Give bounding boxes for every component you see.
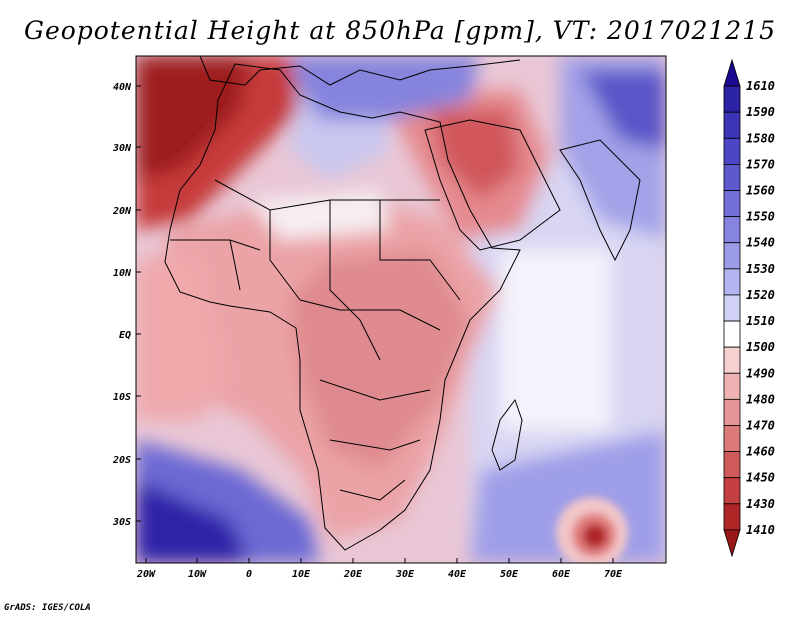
- lon-axis: 20W 10W 0 10E 20E 30E 40E 50E 60E 70E: [136, 558, 623, 580]
- colorbar-label: 1510: [746, 314, 775, 328]
- colorbar-label: 1610: [746, 79, 775, 93]
- lat-label: 30S: [112, 517, 131, 528]
- colorbar-label: 1590: [746, 105, 775, 119]
- lon-label: 30E: [395, 569, 415, 580]
- colorbar-swatch: [723, 451, 741, 479]
- colorbar-swatch: [723, 529, 741, 558]
- colorbar: 1610 1590 1580 1570 1560 1550 1540 1530 1520 1510…: [723, 58, 775, 558]
- lon-label: 20W: [136, 569, 156, 580]
- colorbar-swatch: [723, 320, 741, 348]
- lat-label: 30N: [112, 143, 132, 154]
- colorbar-label: 1570: [746, 157, 775, 171]
- lat-label: 10S: [113, 392, 131, 403]
- colorbar-swatch: [723, 137, 741, 165]
- lon-label: 70E: [604, 569, 623, 580]
- lat-label: 10N: [113, 268, 132, 279]
- colorbar-swatch: [723, 294, 741, 322]
- footer-credit: GrADS: IGES/COLA: [4, 603, 91, 613]
- lat-axis: 40N 30N 20N 10N EQ 10S 20S 30S: [112, 82, 141, 528]
- lon-label: 50E: [500, 569, 519, 580]
- lat-label: 20N: [112, 206, 132, 217]
- colorbar-swatch: [723, 85, 741, 113]
- lon-label: 0: [246, 569, 252, 580]
- colorbar-swatch: [723, 372, 741, 400]
- lon-label: 20E: [343, 569, 363, 580]
- colorbar-swatch: [723, 190, 741, 218]
- colorbar-label: 1480: [746, 392, 775, 406]
- map-title: Geopotential Height at 850hPa [gpm], VT:…: [23, 16, 777, 45]
- colorbar-swatch: [723, 425, 741, 452]
- lat-label: EQ: [119, 330, 131, 341]
- colorbar-swatch: [723, 242, 741, 270]
- colorbar-label: 1410: [746, 523, 775, 537]
- colorbar-label: 1500: [746, 340, 775, 354]
- colorbar-swatch: [723, 268, 741, 296]
- colorbar-label: 1450: [746, 471, 775, 485]
- colorbar-label: 1430: [746, 497, 775, 511]
- colorbar-label: 1540: [746, 236, 775, 250]
- colorbar-swatch: [723, 346, 741, 374]
- colorbar-label: 1550: [746, 210, 775, 224]
- lat-label: 20S: [112, 455, 131, 466]
- colorbar-swatch: [723, 111, 741, 139]
- height-field: [136, 56, 666, 563]
- colorbar-label: 1580: [746, 131, 775, 145]
- colorbar-swatch: [723, 398, 741, 426]
- lat-label: 40N: [113, 82, 132, 93]
- lon-label: 10W: [188, 569, 207, 580]
- coastlines: [164, 56, 641, 551]
- colorbar-swatch: [723, 58, 741, 87]
- colorbar-label: 1560: [746, 184, 775, 198]
- colorbar-swatch: [723, 477, 741, 505]
- map-frame: [135, 55, 667, 564]
- lon-label: 60E: [552, 569, 571, 580]
- colorbar-label: 1490: [746, 366, 775, 380]
- lon-label: 10E: [292, 569, 311, 580]
- colorbar-swatch: [723, 216, 741, 244]
- colorbar-swatch: [723, 503, 741, 531]
- colorbar-label: 1470: [746, 418, 775, 432]
- colorbar-swatch: [723, 164, 741, 191]
- colorbar-label: 1460: [746, 445, 775, 459]
- colorbar-label: 1530: [746, 262, 775, 276]
- lon-label: 40E: [448, 569, 467, 580]
- colorbar-label: 1520: [746, 288, 775, 302]
